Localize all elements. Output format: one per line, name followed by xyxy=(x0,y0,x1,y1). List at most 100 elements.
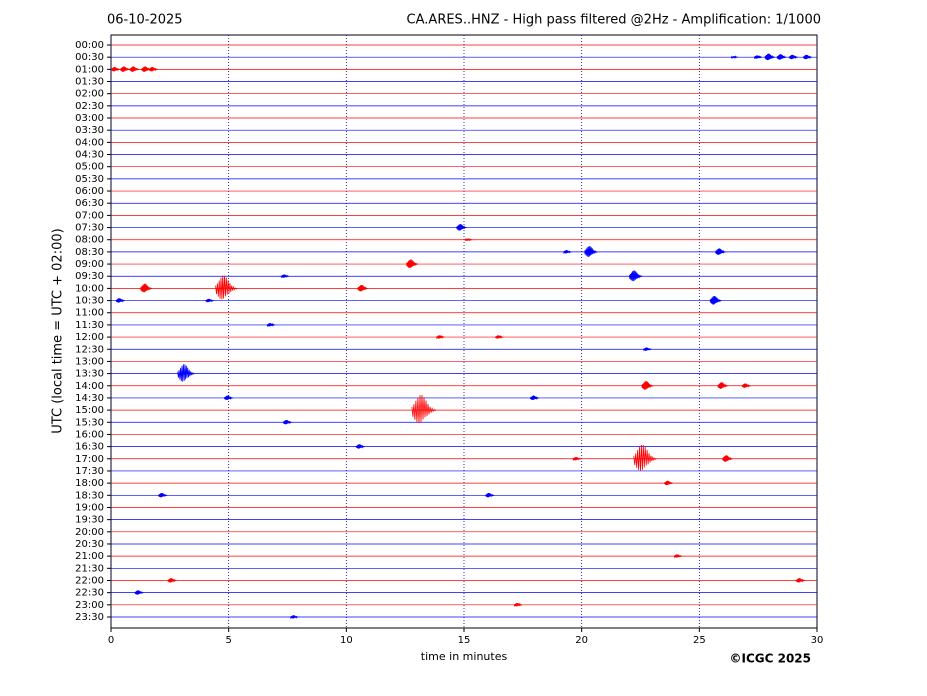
seismic-event xyxy=(215,275,238,300)
y-tick-label: 13:00 xyxy=(75,356,104,367)
seismic-event xyxy=(563,250,572,255)
y-tick-label: 03:30 xyxy=(75,125,104,136)
y-tick-label: 14:30 xyxy=(75,393,104,404)
y-tick-label: 01:30 xyxy=(75,77,104,88)
y-tick-label: 04:00 xyxy=(75,137,104,148)
y-tick-label: 19:00 xyxy=(75,502,104,513)
seismic-event xyxy=(753,55,763,60)
seismic-event xyxy=(464,237,473,242)
y-tick-label: 23:00 xyxy=(75,600,104,611)
y-tick-label: 10:00 xyxy=(75,283,104,294)
seismic-event xyxy=(663,480,674,486)
y-tick-label: 10:30 xyxy=(75,296,104,307)
y-tick-label: 07:00 xyxy=(75,210,104,221)
x-tick-label: 20 xyxy=(575,635,588,646)
seismic-event xyxy=(643,347,652,352)
seismic-event xyxy=(205,298,215,303)
y-tick-label: 12:00 xyxy=(75,332,104,343)
y-tick-label: 15:00 xyxy=(75,405,104,416)
seismic-event xyxy=(456,224,467,231)
seismic-event xyxy=(411,395,437,424)
seismic-event xyxy=(788,54,799,60)
seismic-event xyxy=(741,383,751,388)
seismic-event xyxy=(223,395,234,401)
seismic-event xyxy=(406,259,419,269)
seismic-event xyxy=(266,322,276,328)
seismic-event xyxy=(513,602,523,608)
chart-title: CA.ARES..HNZ - High pass filtered @2Hz -… xyxy=(407,13,821,28)
seismic-event xyxy=(110,66,121,72)
seismic-event xyxy=(140,283,153,293)
seismic-event xyxy=(764,53,776,61)
y-tick-label: 20:00 xyxy=(75,527,104,538)
seismic-event xyxy=(290,615,299,620)
seismic-event xyxy=(776,54,787,60)
seismic-event xyxy=(282,419,293,425)
seismic-event xyxy=(436,334,445,340)
seismic-event xyxy=(722,455,733,462)
y-tick-label: 07:30 xyxy=(75,223,104,234)
seismic-event xyxy=(715,248,726,255)
y-tick-label: 20:30 xyxy=(75,539,104,550)
y-tick-label: 06:00 xyxy=(75,186,104,197)
seismic-event xyxy=(115,298,125,303)
chart-date: 06-10-2025 xyxy=(107,13,183,28)
seismic-event xyxy=(158,492,168,498)
y-tick-label: 11:30 xyxy=(75,320,104,331)
y-tick-label: 16:30 xyxy=(75,442,104,453)
y-tick-label: 21:00 xyxy=(75,551,104,562)
x-tick-label: 5 xyxy=(225,635,231,646)
y-tick-label: 00:30 xyxy=(75,52,104,63)
x-tick-label: 10 xyxy=(340,635,353,646)
y-tick-label: 14:00 xyxy=(75,381,104,392)
x-tick-label: 30 xyxy=(811,635,824,646)
y-tick-label: 18:30 xyxy=(75,490,104,501)
seismic-event xyxy=(628,270,643,282)
seismic-event xyxy=(673,554,683,559)
y-axis-label: UTC (local time = UTC + 02:00) xyxy=(51,228,66,433)
x-tick-label: 25 xyxy=(693,635,706,646)
seismic-event xyxy=(167,578,177,583)
y-tick-label: 02:00 xyxy=(75,89,104,100)
y-tick-label: 00:00 xyxy=(75,40,104,51)
seismic-event xyxy=(572,457,582,462)
seismic-event xyxy=(795,578,806,583)
x-tick-label: 0 xyxy=(108,635,114,646)
y-tick-label: 17:30 xyxy=(75,466,104,477)
y-tick-label: 21:30 xyxy=(75,563,104,574)
seismic-event xyxy=(494,334,504,339)
y-tick-label: 06:30 xyxy=(75,198,104,209)
y-tick-label: 22:30 xyxy=(75,588,104,599)
seismic-event xyxy=(280,274,290,279)
seismic-event xyxy=(134,590,144,595)
y-tick-label: 08:00 xyxy=(75,235,104,246)
y-tick-label: 15:30 xyxy=(75,417,104,428)
seismic-event xyxy=(177,364,196,382)
seismic-event xyxy=(584,246,598,257)
y-tick-label: 13:30 xyxy=(75,369,104,380)
y-tick-label: 05:30 xyxy=(75,174,104,185)
y-tick-label: 02:30 xyxy=(75,101,104,112)
seismic-event xyxy=(730,55,739,60)
seismic-event xyxy=(485,492,495,498)
y-tick-label: 18:00 xyxy=(75,478,104,489)
seismic-event xyxy=(148,66,158,72)
seismic-event xyxy=(355,444,365,449)
y-tick-label: 04:30 xyxy=(75,150,104,161)
seismic-event xyxy=(529,395,540,401)
y-tick-label: 17:00 xyxy=(75,454,104,465)
y-tick-label: 05:00 xyxy=(75,162,104,173)
y-tick-label: 01:00 xyxy=(75,64,104,75)
seismic-event xyxy=(120,66,130,72)
y-tick-label: 23:30 xyxy=(75,612,104,623)
y-tick-label: 22:00 xyxy=(75,575,104,586)
seismic-event xyxy=(717,382,729,389)
y-tick-label: 09:30 xyxy=(75,271,104,282)
y-tick-label: 12:30 xyxy=(75,344,104,355)
seismic-event xyxy=(641,381,654,390)
credit: ©ICGC 2025 xyxy=(729,652,811,666)
seismic-event xyxy=(633,444,657,471)
y-tick-label: 03:00 xyxy=(75,113,104,124)
y-tick-label: 08:30 xyxy=(75,247,104,258)
